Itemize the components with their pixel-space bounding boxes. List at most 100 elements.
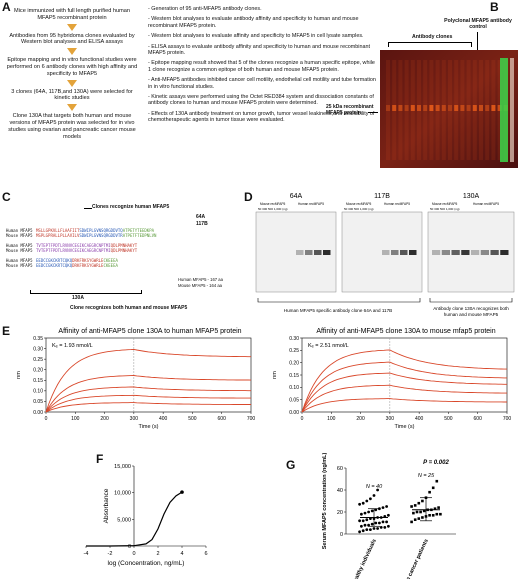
blot-band bbox=[386, 105, 390, 111]
blot-lane bbox=[423, 60, 428, 160]
kd-label: Kₑ = 1.93 nmol/L bbox=[52, 343, 93, 349]
blot-band bbox=[409, 250, 417, 255]
blot-band bbox=[480, 250, 489, 255]
blot-lane bbox=[392, 60, 397, 160]
western-blot-image bbox=[380, 50, 518, 168]
blot-band bbox=[460, 105, 465, 111]
scatter-point bbox=[369, 528, 372, 531]
scatter-point bbox=[374, 508, 378, 512]
flow-arrow-icon bbox=[67, 79, 77, 87]
chart-g: 0 20 40 60 Healthy individuals Ovarian cancer… bbox=[322, 453, 456, 579]
category-label: Healthy individuals bbox=[351, 538, 378, 579]
y-axis-label: nm bbox=[272, 371, 278, 379]
scatter-point bbox=[376, 488, 379, 492]
scatter-point bbox=[360, 512, 363, 516]
y-tick-label: 0.30 bbox=[33, 346, 43, 352]
scatter-point bbox=[410, 520, 413, 524]
x-axis-label: Time (s) bbox=[139, 424, 159, 430]
scatter-point bbox=[387, 524, 390, 528]
scatter-point bbox=[367, 523, 370, 527]
n-label-cancer: N = 25 bbox=[418, 473, 435, 479]
chart-e-left: Affinity of anti-MFAP5 clone 130A to hum… bbox=[16, 328, 256, 430]
scatter-point bbox=[415, 510, 419, 514]
row-mouse-label: Mouse MFAP5 bbox=[6, 233, 33, 238]
scatter-point bbox=[422, 509, 426, 513]
y-tick-label: 0.05 bbox=[289, 397, 299, 403]
chart-f: 0 5,000 10,000 15,000 -4 -2 0 2 4 6 log (Concentra… bbox=[84, 464, 208, 567]
scatter-point bbox=[374, 521, 378, 525]
clone-130a-label: 130A bbox=[72, 295, 84, 301]
scatter-point bbox=[370, 509, 374, 513]
kinetic-curve bbox=[45, 375, 252, 413]
flow-step-2: Antibodies from 95 hybridoma clones eval… bbox=[9, 32, 135, 46]
flow-step-3: Epitope mapping and in vitro functional … bbox=[6, 57, 138, 77]
lane-doses: 50 300 500 1,000 (ng) bbox=[344, 207, 374, 211]
blot-lane bbox=[479, 60, 483, 160]
x-tick-label: 4 bbox=[180, 551, 183, 557]
x-axis-label: Time (s) bbox=[395, 424, 415, 430]
lane-group-mouse: Mouse recMFAP5 bbox=[260, 202, 286, 206]
kinetic-curve bbox=[45, 386, 251, 413]
bullet-item: - Effects of 130A antibody treatment on … bbox=[148, 110, 375, 124]
flow-arrow-icon bbox=[67, 48, 77, 56]
blot-lane bbox=[472, 60, 477, 160]
flow-arrow-icon bbox=[67, 104, 77, 112]
scatter-point bbox=[365, 499, 369, 503]
scatter-point bbox=[378, 521, 381, 525]
scatter-point bbox=[376, 527, 379, 530]
scatter-point bbox=[385, 505, 388, 508]
blot-membrane bbox=[255, 211, 337, 293]
scatter-point bbox=[435, 512, 439, 516]
x-tick-label: 700 bbox=[247, 416, 256, 422]
arrow-down-icon bbox=[477, 32, 478, 52]
blot-clone-label: 117B bbox=[374, 193, 390, 200]
scatter-point bbox=[365, 518, 369, 522]
chart-e-right: Affinity of anti-MFAP5 clone 130A to mou… bbox=[272, 328, 511, 430]
kinetic-curve bbox=[301, 372, 507, 413]
blot-lane bbox=[404, 60, 409, 160]
panel-c-label: C bbox=[2, 190, 11, 204]
blot-band bbox=[485, 105, 490, 111]
blot-band bbox=[423, 105, 428, 111]
x-tick-label: 200 bbox=[100, 416, 109, 422]
scatter-point bbox=[437, 506, 440, 509]
blot-lane bbox=[448, 60, 452, 160]
panel-b-clones-label: Antibody clones bbox=[412, 34, 453, 40]
lane-group-mouse: Mouse recMFAP5 bbox=[346, 202, 372, 206]
clones-bracket bbox=[388, 42, 472, 47]
human-length-label: Human MFAP5 - 167 aa bbox=[178, 277, 223, 282]
x-tick-label: -4 bbox=[84, 551, 89, 557]
scatter-point bbox=[367, 510, 370, 514]
scatter-point bbox=[363, 523, 367, 527]
blot-band bbox=[451, 250, 460, 255]
blot-clone-label: 64A bbox=[290, 193, 303, 200]
blot-band bbox=[398, 105, 403, 111]
y-tick-label: 0 bbox=[128, 544, 131, 550]
plot-frame bbox=[45, 337, 252, 413]
panel-d-blots: 64A Mouse recMFAP5 Human recMFAP5 50 300 50… bbox=[255, 193, 515, 317]
x-tick-label: 200 bbox=[356, 416, 365, 422]
blot-band bbox=[323, 250, 331, 255]
lane-doses: 50 300 500 1,000 (ng) bbox=[258, 207, 288, 211]
y-tick-label: 60 bbox=[337, 466, 343, 472]
flow-step-5: Clone 130A that targets both human and m… bbox=[8, 113, 136, 140]
blot-band bbox=[410, 105, 415, 111]
blot-band bbox=[432, 250, 441, 255]
bullet-item: - Epitope mapping result showed that 5 o… bbox=[148, 60, 375, 73]
panel-d-label: D bbox=[244, 190, 253, 204]
scatter-point bbox=[431, 514, 435, 517]
blot-band bbox=[296, 250, 304, 255]
lane-group-human: Human recMFAP5 bbox=[473, 202, 499, 206]
kinetic-curve bbox=[301, 398, 507, 413]
x-tick-label: 0 bbox=[301, 416, 304, 422]
scatter-point bbox=[358, 530, 361, 534]
blot-band bbox=[491, 105, 496, 111]
panel-a-label: A bbox=[2, 0, 11, 14]
caption-right-line1: Antibody clone 130A recognizes both bbox=[433, 306, 509, 311]
scatter-point bbox=[383, 526, 387, 529]
x-tick-label: 600 bbox=[474, 416, 483, 422]
x-tick-label: 100 bbox=[71, 416, 80, 422]
x-tick-label: 400 bbox=[415, 416, 424, 422]
blot-lane bbox=[435, 60, 440, 160]
scatter-point bbox=[431, 486, 435, 490]
